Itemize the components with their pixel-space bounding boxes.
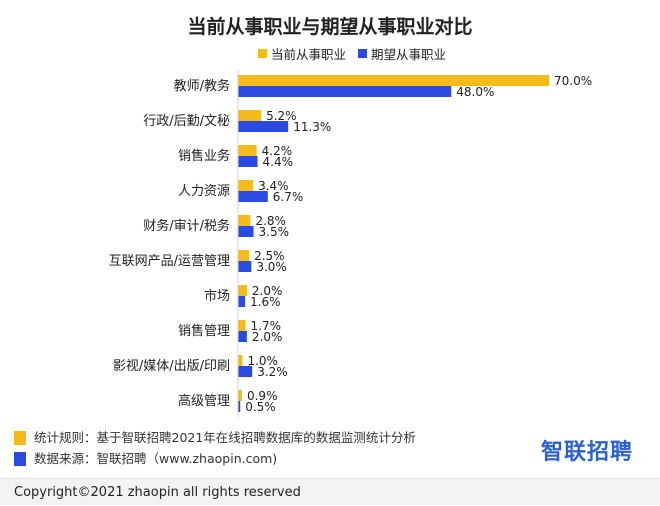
chart-title: 当前从事职业与期望从事职业对比	[187, 16, 473, 38]
category-label: 财务/审计/税务	[143, 218, 230, 234]
legend-swatch-expected	[358, 49, 368, 58]
category-label: 互联网产品/运营管理	[109, 254, 230, 269]
bar-current	[238, 320, 246, 331]
data-label-current: 2.5%	[254, 249, 285, 263]
bar-expected	[238, 86, 452, 97]
note-rule-row: 统计规则：基于智联招聘2021年在线招聘数据库的数据监测统计分析	[14, 427, 416, 448]
data-label-current: 2.8%	[255, 214, 286, 228]
note-rule-text: 统计规则：基于智联招聘2021年在线招聘数据库的数据监测统计分析	[34, 430, 416, 445]
data-label-current: 5.2%	[266, 109, 297, 123]
copyright-text: Copyright©2021 zhaopin all rights reserv…	[14, 485, 301, 500]
bar-expected	[238, 261, 252, 272]
bar-expected	[238, 156, 258, 167]
bar-expected	[238, 401, 241, 412]
category-label: 市场	[204, 288, 230, 304]
note-source-row: 数据来源：智联招聘（www.zhaopin.com)	[14, 448, 416, 469]
data-label-expected: 11.3%	[293, 120, 331, 134]
bar-current	[238, 250, 250, 261]
legend-swatch-current	[258, 49, 267, 58]
category-label: 高级管理	[178, 393, 230, 409]
bar-expected	[238, 226, 254, 237]
bar-expected	[238, 121, 289, 132]
bar-expected	[238, 331, 247, 342]
bar-current	[238, 110, 262, 121]
data-label-current: 1.7%	[251, 319, 282, 333]
data-label-expected: 1.6%	[250, 295, 281, 309]
copyright-bar: Copyright©2021 zhaopin all rights reserv…	[0, 478, 660, 505]
data-label-expected: 3.0%	[256, 260, 287, 274]
brand-logo: 智联招聘	[541, 440, 634, 465]
legend-item-current: 当前从事职业	[258, 44, 346, 63]
bar-current	[238, 145, 257, 156]
category-label: 影视/媒体/出版/印刷	[113, 359, 230, 374]
data-label-current: 2.0%	[252, 284, 283, 298]
chart-legend: 当前从事职业 期望从事职业	[258, 44, 446, 63]
data-label-current: 1.0%	[247, 354, 278, 368]
bar-current	[238, 180, 254, 191]
bar-current	[238, 390, 242, 401]
data-label-expected: 3.5%	[259, 225, 290, 239]
note-rule-swatch	[14, 430, 26, 445]
category-label: 行政/后勤/文秘	[143, 114, 230, 129]
bar-current	[238, 355, 243, 366]
legend-label-current: 当前从事职业	[271, 47, 347, 62]
bar-current	[238, 215, 251, 226]
bar-expected	[238, 366, 253, 377]
data-label-expected: 48.0%	[456, 85, 494, 99]
data-label-expected: 3.2%	[257, 365, 288, 379]
bar-current	[238, 285, 247, 296]
data-label-current: 0.9%	[247, 389, 278, 403]
note-source-text: 数据来源：智联招聘（www.zhaopin.com)	[34, 451, 278, 466]
bar-chart: 教师/教务 70.0% 48.0% 行政/后勤/文秘 5.2%11.3% 销售业务 4.2%…	[109, 70, 592, 417]
data-label-current: 4.2%	[262, 144, 293, 158]
bar-current	[238, 75, 549, 86]
category-label: 人力资源	[178, 184, 230, 199]
legend-item-expected: 期望从事职业	[358, 44, 446, 63]
legend-label-expected: 期望从事职业	[371, 47, 447, 62]
data-label-current: 3.4%	[258, 179, 289, 193]
data-label-current: 70.0%	[554, 74, 592, 88]
data-label-expected: 2.0%	[252, 330, 283, 344]
category-label: 销售管理	[178, 323, 230, 339]
footer-notes: 统计规则：基于智联招聘2021年在线招聘数据库的数据监测统计分析 数据来源：智联…	[14, 427, 416, 469]
data-label-expected: 0.5%	[245, 400, 276, 414]
category-label: 销售业务	[178, 148, 230, 164]
category-label: 教师/教务	[174, 78, 230, 94]
bar-expected	[238, 191, 268, 202]
data-label-expected: 6.7%	[273, 190, 304, 204]
note-source-swatch	[14, 451, 26, 466]
bar-expected	[238, 296, 246, 307]
data-label-expected: 4.4%	[263, 155, 294, 169]
